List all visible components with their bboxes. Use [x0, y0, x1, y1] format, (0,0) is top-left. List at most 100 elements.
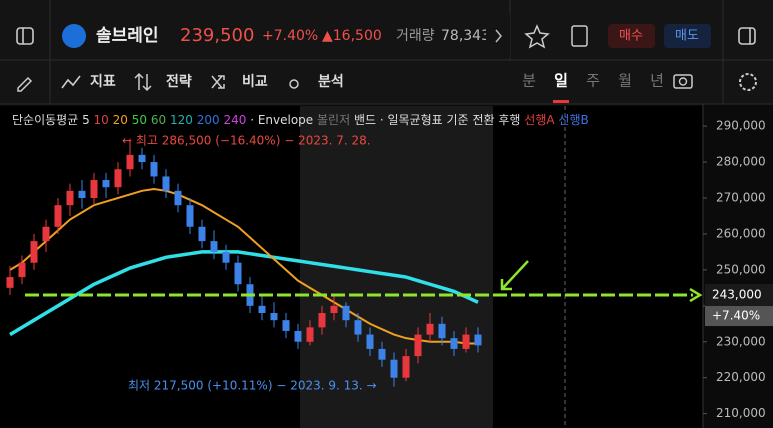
candle-body — [30, 241, 38, 263]
candle-body — [390, 359, 398, 378]
legend: 단순이동평균 5 10 20 50 60 120 200 240 · Envel… — [12, 112, 589, 127]
scroll-mask — [486, 14, 510, 58]
indicator-icon — [61, 75, 81, 89]
legend-item: 기준 — [447, 113, 469, 127]
strategy-icon — [134, 72, 152, 92]
period-tab[interactable]: 일 — [554, 72, 568, 90]
candle-body — [426, 323, 434, 335]
candle-body — [306, 327, 314, 342]
candle-body — [462, 334, 470, 349]
sell-button[interactable] — [664, 24, 711, 48]
analysis-icon — [289, 79, 299, 89]
panel-icon[interactable] — [738, 27, 756, 45]
y-tick-label: 270,000 — [716, 191, 766, 205]
change-pct: +7.40% — [262, 28, 318, 44]
volume-label: 거래량 — [396, 28, 435, 44]
candle-body — [114, 169, 122, 188]
candle-body — [126, 154, 134, 170]
more-arrow[interactable] — [495, 29, 502, 43]
legend-item: 60 — [151, 113, 166, 127]
candle-body — [366, 334, 374, 349]
price-tag-label: 243,000 — [712, 288, 762, 302]
sell-label: 매도 — [675, 29, 699, 44]
candle-body — [282, 320, 290, 331]
arrow-annotation — [500, 260, 529, 291]
candle-body — [78, 190, 86, 198]
candle-body — [270, 313, 278, 321]
ma-line — [9, 250, 479, 337]
legend-item: 20 — [113, 113, 128, 127]
candle-body — [450, 338, 458, 349]
period-tab[interactable]: 월 — [618, 72, 632, 90]
change-tag-label: +7.40% — [712, 309, 760, 323]
buy-button[interactable] — [608, 24, 655, 48]
candle-body — [342, 305, 350, 321]
legend-item: · Envelope — [250, 113, 313, 127]
period-tab[interactable]: 주 — [586, 72, 600, 90]
toolbar-item[interactable]: 전략 — [166, 73, 192, 90]
y-tick-label: 260,000 — [716, 226, 766, 240]
change: ▲16,500 — [322, 28, 382, 44]
candle-body — [294, 330, 302, 342]
volume: 78,343 — [441, 28, 490, 44]
legend-item: 10 — [94, 113, 109, 127]
y-tick-label: 210,000 — [716, 406, 766, 420]
candle-body — [90, 180, 98, 198]
candle-body — [66, 190, 74, 206]
buy-label: 매수 — [619, 29, 643, 44]
candle-body — [354, 320, 362, 335]
memo-icon[interactable] — [571, 25, 588, 47]
legend-item: 후행 — [498, 112, 520, 127]
stock-name: 솔브레인 — [96, 26, 159, 46]
sidebar-icon[interactable] — [16, 27, 34, 45]
toolbar-item[interactable]: 분석 — [318, 74, 344, 90]
candle-body — [474, 334, 482, 346]
toolbar-item[interactable]: 지표 — [90, 74, 116, 90]
price-arrow — [689, 287, 703, 303]
candle-body — [318, 313, 326, 328]
candle-body — [42, 226, 50, 242]
settings-icon[interactable] — [739, 73, 757, 91]
candle-body — [234, 262, 242, 285]
y-tick-label: 230,000 — [716, 334, 766, 348]
legend-item: 선행B — [558, 112, 588, 127]
legend-item: 5 — [82, 113, 90, 127]
candle-body — [402, 356, 410, 378]
candle-body — [18, 262, 26, 278]
compare-icon — [211, 75, 225, 89]
candle-body — [258, 305, 266, 313]
toolbar-item[interactable]: 비교 — [242, 74, 268, 90]
price: 239,500 — [180, 25, 254, 46]
y-tick-label: 220,000 — [716, 370, 766, 384]
candle-body — [198, 226, 206, 242]
ma-line — [9, 188, 478, 345]
candle-body — [414, 334, 422, 357]
candle-body — [378, 348, 386, 360]
high-note: ← 최고 286,500 (−16.40%) − 2023. 7. 28. — [122, 134, 371, 148]
candle-body — [150, 162, 158, 177]
period-tab[interactable]: 분 — [522, 72, 536, 90]
candle-body — [186, 205, 194, 227]
legend-item: 50 — [132, 113, 147, 127]
camera-icon[interactable] — [673, 74, 693, 89]
logo — [62, 24, 86, 48]
legend-item: 120 — [170, 113, 193, 127]
candle-body — [222, 251, 230, 263]
legend-item: 단순이동평균 — [12, 113, 78, 127]
top-bar-bg — [0, 0, 773, 104]
y-tick-label: 250,000 — [716, 262, 766, 276]
draw-icon[interactable] — [17, 76, 33, 92]
period-tab[interactable]: 년 — [650, 72, 664, 90]
candle-body — [102, 180, 110, 188]
favorite-icon[interactable] — [524, 24, 550, 49]
chart: 210,000220,000230,000240,000250,000260,0… — [0, 104, 773, 428]
tab-indicator — [553, 100, 569, 103]
camera-lens — [678, 77, 688, 86]
legend-item: 240 — [223, 113, 246, 127]
y-tick-label: 290,000 — [716, 119, 766, 133]
change-tag — [705, 306, 773, 327]
candle-body — [138, 154, 146, 163]
legend-item: 전환 — [472, 113, 494, 127]
